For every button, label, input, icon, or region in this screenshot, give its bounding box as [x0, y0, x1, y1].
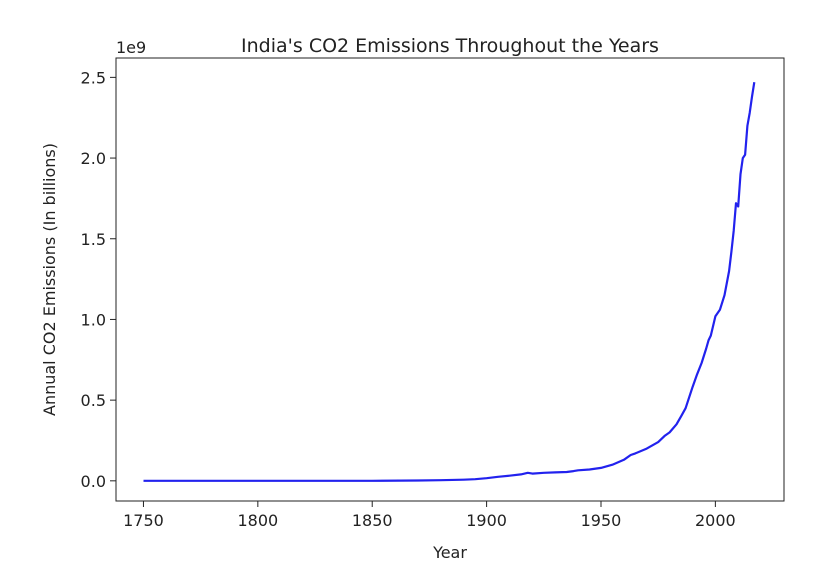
y-tick-label: 0.0 — [81, 472, 106, 491]
x-tick-label: 1850 — [352, 511, 393, 530]
y-tick-label: 2.0 — [81, 149, 106, 168]
y-tick-label: 1.0 — [81, 310, 106, 329]
x-tick-label: 1750 — [123, 511, 164, 530]
x-tick-label: 1950 — [581, 511, 622, 530]
series-line-0 — [143, 82, 756, 482]
x-axis-title: Year — [432, 543, 467, 562]
y-axis-ticks: 0.0 0.5 1.0 1.5 2.0 2.5 — [81, 68, 116, 491]
x-axis-ticks: 1750 1800 1850 1900 1950 2000 — [123, 501, 736, 530]
y-axis-title: Annual CO2 Emissions (In billions) — [40, 143, 59, 416]
y-axis-offset-label: 1e9 — [116, 38, 146, 57]
chart-title: India's CO2 Emissions Throughout the Yea… — [241, 35, 659, 57]
series-layer — [143, 82, 756, 482]
plot-frame — [115, 57, 785, 502]
y-tick-label: 0.5 — [81, 391, 106, 410]
y-tick-label: 1.5 — [81, 230, 106, 249]
x-tick-label: 2000 — [695, 511, 736, 530]
x-tick-label: 1800 — [237, 511, 278, 530]
y-tick-label: 2.5 — [81, 68, 106, 87]
x-tick-label: 1900 — [466, 511, 507, 530]
